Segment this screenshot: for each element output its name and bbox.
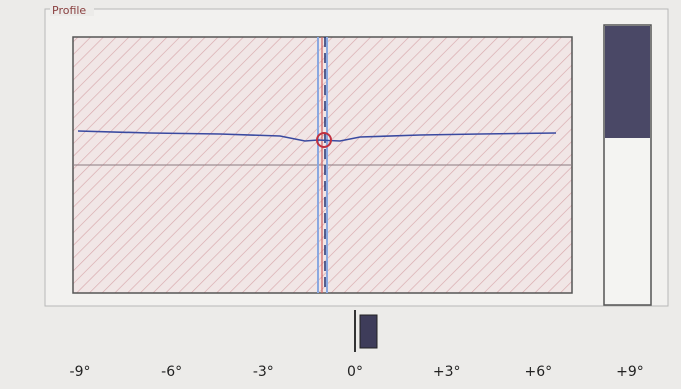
level-fill [605,26,650,138]
scale-label: +6° [525,364,553,380]
scale-label: +3° [433,364,461,380]
tilt-indicator [360,315,377,348]
panel-title: Profile [52,4,86,17]
scale-label: -6° [161,364,182,380]
scale-label: +9° [616,364,644,380]
scale-label: -9° [70,364,91,380]
scale-label: 0° [347,364,363,380]
scale-label: -3° [253,364,274,380]
page: Profile -9°-6°-3°0°+3°+6°+9° (() => { co… [0,0,681,389]
profile-screen: Profile -9° -6° -3° 0° +3° +6° +9° [0,0,681,389]
